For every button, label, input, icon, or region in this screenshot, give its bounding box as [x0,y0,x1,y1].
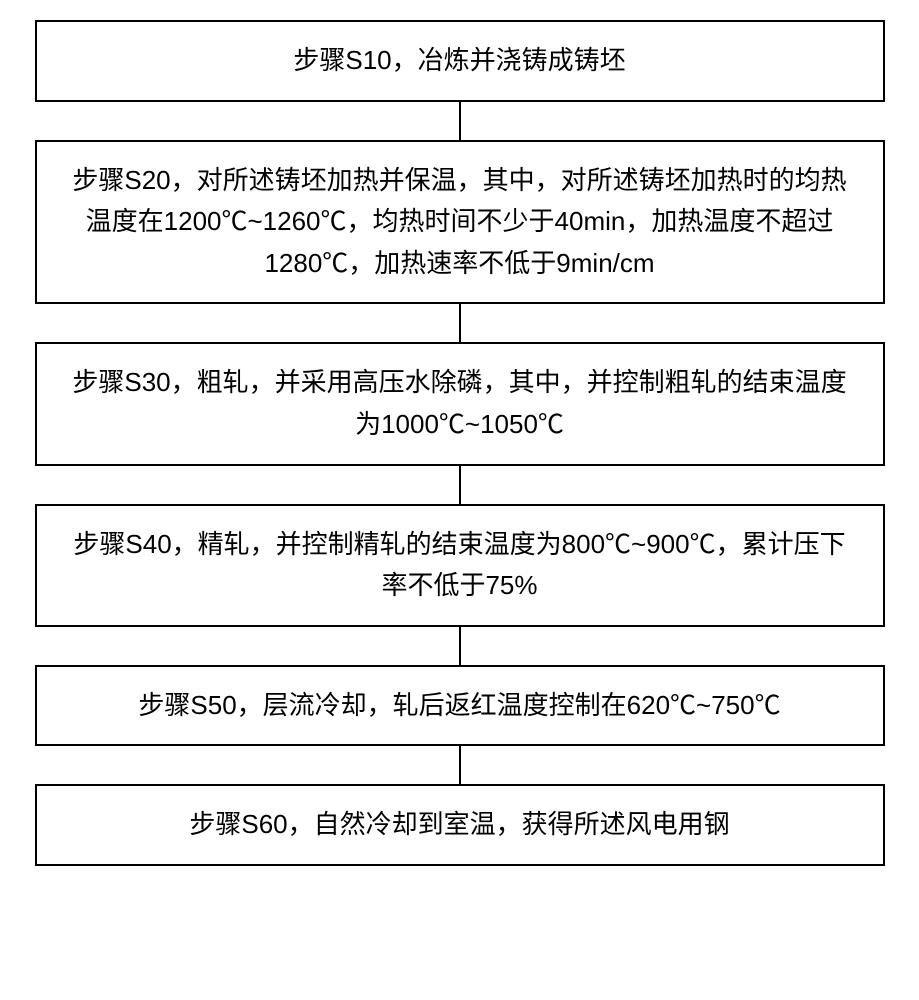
step-s10: 步骤S10，冶炼并浇铸成铸坯 [35,20,885,102]
connector [459,304,461,342]
flowchart-container: 步骤S10，冶炼并浇铸成铸坯 步骤S20，对所述铸坯加热并保温，其中，对所述铸坯… [35,20,885,866]
connector [459,746,461,784]
step-text: 步骤S20，对所述铸坯加热并保温，其中，对所述铸坯加热时的均热温度在1200℃~… [72,165,846,278]
step-s30: 步骤S30，粗轧，并采用高压水除磷，其中，并控制粗轧的结束温度为1000℃~10… [35,342,885,465]
connector [459,627,461,665]
connector [459,466,461,504]
step-text: 步骤S30，粗轧，并采用高压水除磷，其中，并控制粗轧的结束温度为1000℃~10… [72,367,846,439]
step-s20: 步骤S20，对所述铸坯加热并保温，其中，对所述铸坯加热时的均热温度在1200℃~… [35,140,885,305]
connector [459,102,461,140]
step-text: 步骤S40，精轧，并控制精轧的结束温度为800℃~900℃，累计压下率不低于75… [73,529,845,601]
step-text: 步骤S10，冶炼并浇铸成铸坯 [293,45,625,75]
step-s40: 步骤S40，精轧，并控制精轧的结束温度为800℃~900℃，累计压下率不低于75… [35,504,885,627]
step-s50: 步骤S50，层流冷却，轧后返红温度控制在620℃~750℃ [35,665,885,747]
step-s60: 步骤S60，自然冷却到室温，获得所述风电用钢 [35,784,885,866]
step-text: 步骤S50，层流冷却，轧后返红温度控制在620℃~750℃ [138,690,780,720]
step-text: 步骤S60，自然冷却到室温，获得所述风电用钢 [189,809,729,839]
